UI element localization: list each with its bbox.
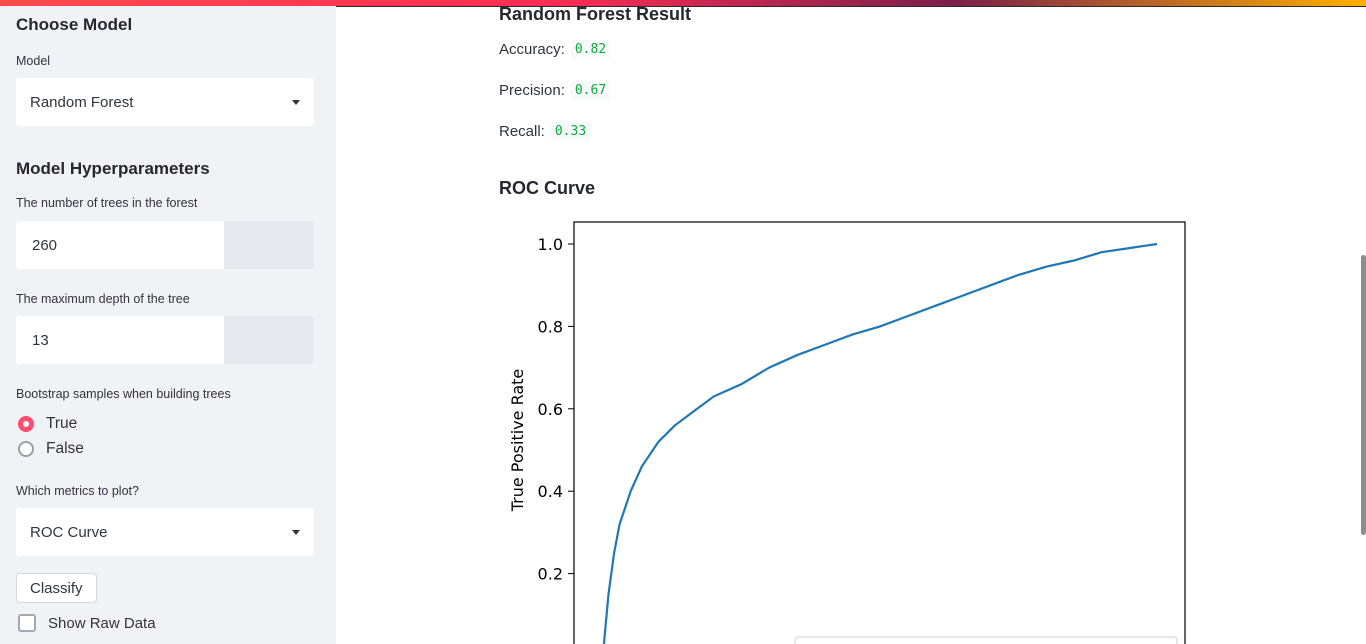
recall-metric: Recall: 0.33 bbox=[499, 122, 591, 141]
y-axis-label: True Positive Rate bbox=[508, 369, 527, 513]
chart-heading: ROC Curve bbox=[499, 178, 596, 198]
scrollbar[interactable] bbox=[1361, 255, 1366, 535]
radio-false-label: False bbox=[46, 440, 84, 457]
y-tick-label: 0.6 bbox=[538, 400, 563, 419]
choose-model-heading: Choose Model bbox=[16, 15, 133, 34]
sidebar: Choose Model Model Random Forest Model H… bbox=[0, 6, 336, 644]
model-select[interactable]: Random Forest bbox=[16, 78, 314, 126]
depth-input[interactable]: 13 bbox=[16, 316, 224, 364]
trees-label: The number of trees in the forest bbox=[16, 196, 198, 210]
result-heading: Random Forest Result bbox=[499, 4, 692, 24]
recall-value: 0.33 bbox=[550, 122, 591, 141]
metrics-select-value: ROC Curve bbox=[30, 523, 108, 541]
caret-down-icon bbox=[292, 99, 300, 105]
accuracy-metric: Accuracy: 0.82 bbox=[499, 40, 611, 59]
accuracy-label: Accuracy: bbox=[499, 41, 565, 58]
bootstrap-radio-true[interactable]: True bbox=[18, 415, 77, 433]
checkbox-icon bbox=[18, 614, 36, 632]
precision-metric: Precision: 0.67 bbox=[499, 81, 611, 100]
bootstrap-radio-false[interactable]: False bbox=[18, 440, 84, 458]
recall-label: Recall: bbox=[499, 123, 545, 140]
legend-box bbox=[794, 636, 1178, 644]
roc-curve-chart: 1.0 0.8 0.6 0.4 0.2 True Positive Rate bbox=[508, 221, 1186, 644]
y-tick-label: 0.2 bbox=[538, 565, 563, 584]
precision-value: 0.67 bbox=[570, 81, 611, 100]
trees-stepper[interactable] bbox=[224, 221, 314, 269]
plot-frame bbox=[573, 221, 1186, 644]
model-select-value: Random Forest bbox=[30, 93, 134, 111]
roc-curve-line bbox=[602, 242, 1158, 644]
trees-input[interactable]: 260 bbox=[16, 221, 224, 269]
radio-selected-icon bbox=[18, 416, 34, 432]
metrics-label: Which metrics to plot? bbox=[16, 484, 139, 498]
top-decoration-bar bbox=[0, 0, 1366, 7]
y-tick-label: 0.8 bbox=[538, 317, 563, 336]
radio-unselected-icon bbox=[18, 441, 34, 457]
accuracy-value: 0.82 bbox=[570, 40, 611, 59]
radio-true-label: True bbox=[46, 415, 78, 432]
classify-button[interactable]: Classify bbox=[16, 573, 97, 603]
hyperparameters-heading: Model Hyperparameters bbox=[16, 159, 210, 178]
show-raw-data-checkbox[interactable]: Show Raw Data bbox=[18, 614, 156, 632]
y-tick-label: 0.4 bbox=[538, 482, 563, 501]
y-tick-label: 1.0 bbox=[538, 235, 563, 254]
precision-label: Precision: bbox=[499, 82, 565, 99]
depth-number-input: 13 bbox=[16, 316, 314, 364]
metrics-select[interactable]: ROC Curve bbox=[16, 508, 314, 556]
show-raw-data-label: Show Raw Data bbox=[48, 614, 156, 632]
depth-stepper[interactable] bbox=[224, 316, 314, 364]
trees-number-input: 260 bbox=[16, 221, 314, 269]
model-label: Model bbox=[16, 54, 51, 68]
depth-label: The maximum depth of the tree bbox=[16, 292, 190, 306]
bootstrap-label: Bootstrap samples when building trees bbox=[16, 387, 231, 401]
caret-down-icon bbox=[292, 529, 300, 535]
